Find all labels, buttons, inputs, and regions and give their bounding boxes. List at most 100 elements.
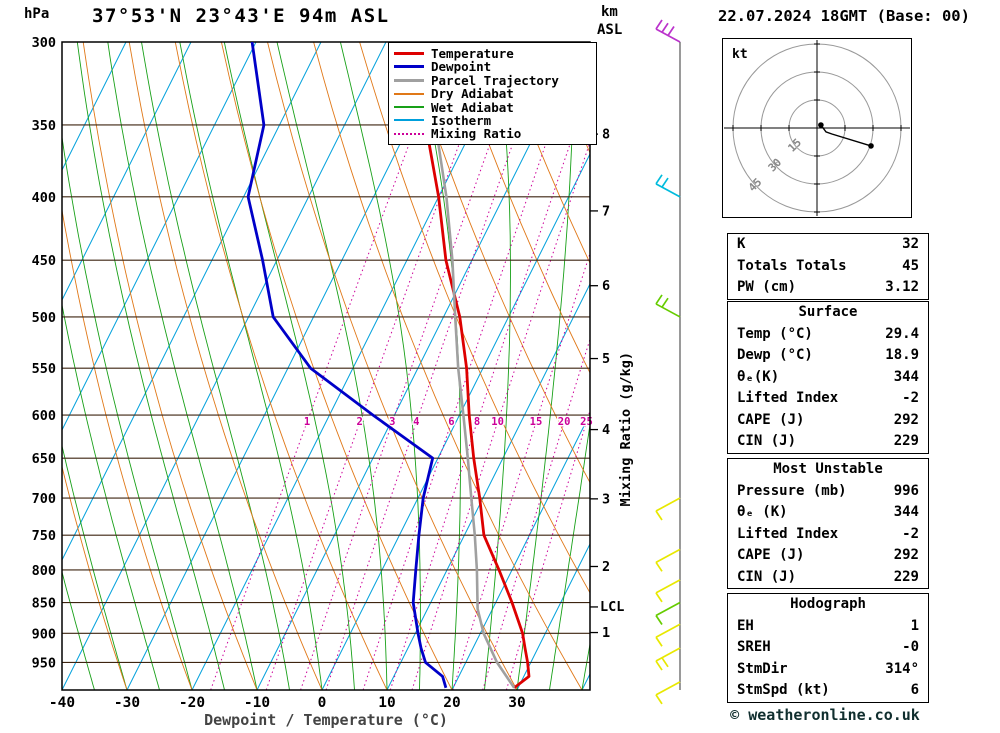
svg-text:650: 650: [32, 451, 56, 467]
svg-text:750: 750: [32, 528, 56, 544]
legend-line-sample: [394, 78, 424, 82]
table-row-label: Lifted Index: [737, 390, 839, 406]
legend-line-sample: [394, 106, 424, 109]
svg-text:4: 4: [602, 422, 610, 438]
legend-line-sample: [394, 132, 424, 135]
svg-text:25: 25: [580, 416, 593, 428]
mixing-ratio-axis-label: Mixing Ratio (g/kg): [618, 352, 634, 507]
table-row-label: Pressure (mb): [737, 482, 847, 499]
table-row-label: PW (cm): [737, 279, 797, 295]
legend-item: Dry Adiabat: [394, 86, 596, 100]
wind-barb: [655, 601, 681, 626]
svg-text:-30: -30: [114, 695, 140, 711]
table-row-label: SREH: [737, 639, 771, 655]
svg-text:20: 20: [558, 416, 571, 428]
wind-barb: [655, 174, 681, 198]
svg-text:15: 15: [530, 416, 543, 428]
svg-text:30: 30: [508, 695, 525, 711]
temperature-tick-labels: -40 -30 -20 -10 0 10 20 30: [49, 695, 526, 711]
wind-barb: [655, 548, 681, 572]
table-row: EH 1: [728, 616, 928, 638]
svg-text:450: 450: [32, 253, 56, 269]
table-row-label: StmDir: [737, 660, 788, 677]
svg-text:8: 8: [474, 416, 480, 428]
hodograph-trace: [820, 124, 872, 147]
table-row-value: 344: [893, 368, 919, 385]
plot-border: [61, 41, 591, 691]
table-row-label: Totals Totals: [737, 257, 847, 274]
table-title: Surface: [798, 304, 858, 320]
table-row-label: EH: [737, 617, 754, 634]
table-row-value: 29.4: [885, 325, 919, 342]
altitude-axis-unit-km: km: [601, 4, 618, 20]
table-row-value: 45: [902, 257, 919, 274]
legend-item: Wet Adiabat: [394, 100, 596, 114]
table-row: PW (cm) 3.12: [728, 277, 928, 299]
svg-text:350: 350: [32, 118, 56, 134]
dewpoint-curve: [246, 42, 448, 689]
surface-values-table: Surface Temp (°C) 29.4 Dewp (°C) 18.9 θₑ(K) 34…: [727, 301, 929, 454]
skewt-diagram: 1 2 3 4 6 8 10 15 20 2530035040045050055060065070…: [32, 19, 681, 711]
table-row-value: 344: [893, 504, 919, 520]
legend-line-sample: [394, 92, 424, 95]
legend-line-sample: [394, 65, 424, 69]
table-row-label: CAPE (J): [737, 411, 805, 428]
legend-item: Parcel Trajectory: [394, 72, 596, 88]
table-row-label: θₑ (K): [737, 504, 788, 520]
svg-text:6: 6: [602, 278, 610, 294]
table-row: CIN (J) 229: [728, 567, 928, 589]
wind-barb: [655, 579, 681, 603]
mixing-ratio-labels: 1 2 3 4 6 8 10 15 20 25: [302, 415, 594, 430]
table-title: Hodograph: [790, 596, 866, 612]
hodograph-trace-point: [818, 122, 824, 128]
wind-barb: [655, 681, 681, 705]
table-row-value: 229: [893, 433, 919, 449]
hodograph-trace-point: [868, 143, 874, 149]
svg-text:2: 2: [602, 559, 610, 575]
table-row-label: K: [737, 236, 746, 252]
altitude-ticks: 1 2 3 4 5 6 7 8 LCL: [590, 127, 624, 641]
table-row-value: 18.9: [885, 347, 919, 363]
wind-barb: [655, 497, 681, 521]
temperature-axis-label: Dewpoint / Temperature (°C): [204, 711, 448, 729]
legend-item: Mixing Ratio: [394, 126, 596, 140]
run-datetime-label: 22.07.2024 18GMT (Base: 00): [718, 7, 970, 25]
table-row: SREH -0: [728, 637, 928, 659]
table-row: Lifted Index -2: [728, 388, 928, 410]
svg-text:850: 850: [32, 596, 56, 612]
svg-text:5: 5: [602, 351, 610, 367]
legend-item: Dewpoint: [394, 59, 596, 75]
table-title: Most Unstable: [773, 461, 883, 477]
station-title: 37°53'N 23°43'E 94m ASL: [92, 5, 390, 27]
altitude-axis-unit-asl: ASL: [597, 22, 623, 38]
legend-item-label: Parcel Trajectory: [431, 72, 559, 88]
svg-text:3: 3: [602, 491, 610, 507]
svg-text:1: 1: [304, 416, 310, 428]
svg-text:10: 10: [378, 695, 395, 711]
legend-item-label: Dewpoint: [431, 59, 492, 75]
svg-text:3: 3: [389, 416, 395, 428]
table-row-value: 6: [910, 682, 919, 698]
legend-item: Isotherm: [394, 113, 596, 127]
table-row: θₑ (K) 344: [728, 502, 928, 524]
table-row: θₑ(K) 344: [728, 367, 928, 389]
svg-text:400: 400: [32, 190, 56, 206]
hodograph-unit-label: kt: [732, 47, 748, 62]
legend-item-label: Temperature: [431, 45, 514, 61]
table-row-label: StmSpd (kt): [737, 682, 830, 698]
wind-barb: [655, 19, 681, 43]
svg-text:6: 6: [448, 416, 454, 428]
legend-line-sample: [394, 119, 424, 122]
table-row-value: 3.12: [885, 279, 919, 295]
svg-text:700: 700: [32, 491, 56, 507]
svg-text:20: 20: [443, 695, 460, 711]
wind-barb: [655, 623, 681, 647]
table-row: CAPE (J) 292: [728, 410, 928, 432]
svg-text:-10: -10: [244, 695, 270, 711]
svg-text:550: 550: [32, 361, 56, 377]
table-row-value: -0: [902, 639, 919, 655]
stability-indices-table: K 32 Totals Totals 45 PW (cm) 3.12: [727, 233, 929, 300]
isotherm-lines: [62, 42, 590, 690]
